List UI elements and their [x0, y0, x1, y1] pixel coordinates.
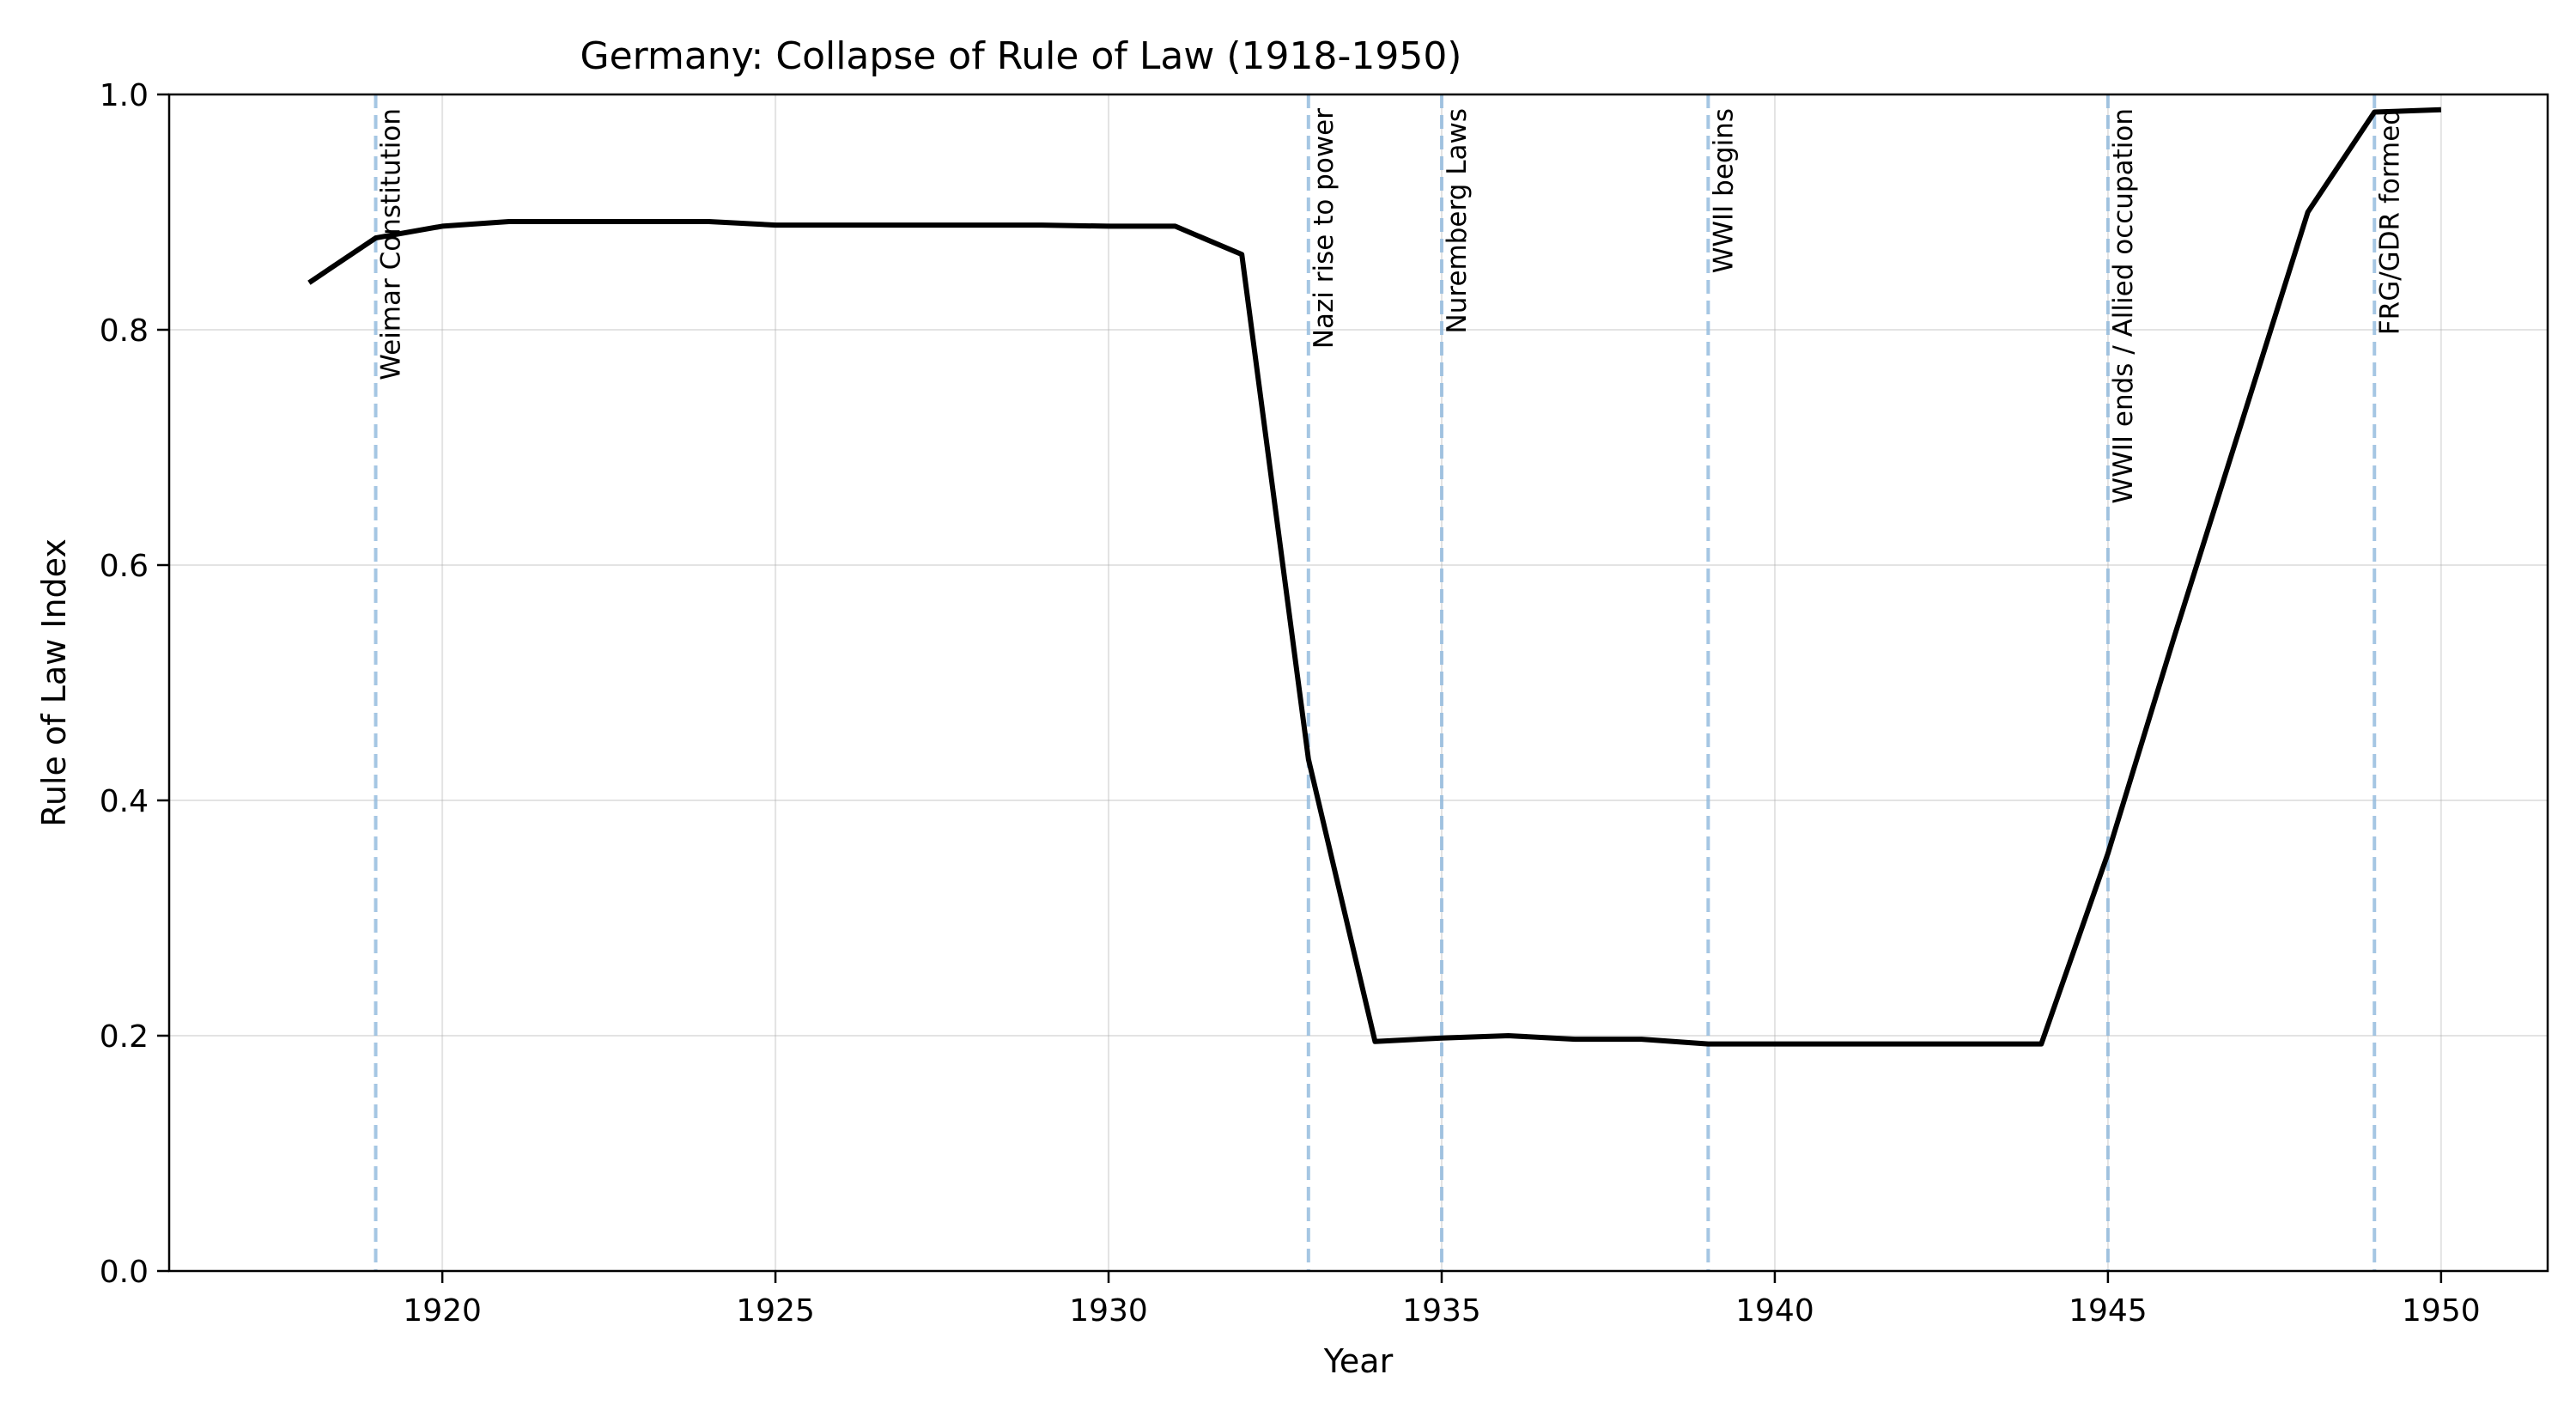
x-tick-label: 1930	[1069, 1293, 1148, 1329]
grid	[169, 94, 2548, 1272]
plot-frame	[167, 93, 2549, 1273]
event-annotation: FRG/GDR formed	[2374, 108, 2405, 335]
x-tick-label: 1940	[1735, 1293, 1814, 1329]
y-tick-label: 0.8	[100, 313, 149, 349]
y-axis-label: Rule of Law Index	[35, 538, 73, 827]
x-tick-label: 1925	[736, 1293, 815, 1329]
x-axis: 1920 1925 1930 1935 1940 1945 1950	[403, 1271, 2481, 1329]
x-tick-label: 1920	[403, 1293, 482, 1329]
chart-title: Germany: Collapse of Rule of Law (1918-1…	[580, 34, 1462, 78]
event-annotation: Nuremberg Laws	[1442, 108, 1473, 333]
series-line	[307, 106, 2442, 1047]
event-annotation: WWII begins	[1708, 108, 1739, 273]
y-axis: 0.0 0.2 0.4 0.6 0.8 1.0	[100, 78, 169, 1290]
x-tick-label: 1950	[2402, 1293, 2481, 1329]
x-axis-label: Year	[1323, 1342, 1394, 1380]
x-tick-label: 1945	[2069, 1293, 2148, 1329]
series-group	[307, 106, 2442, 1047]
event-markers: Weimar Constitution Nazi rise to power Nur…	[374, 94, 2405, 1271]
event-annotation: Weimar Constitution	[376, 108, 407, 380]
y-tick-label: 0.4	[100, 784, 149, 819]
event-annotation: WWII ends / Allied occupation	[2108, 108, 2139, 504]
y-tick-label: 1.0	[100, 78, 149, 113]
y-tick-label: 0.2	[100, 1019, 149, 1055]
x-tick-label: 1935	[1402, 1293, 1481, 1329]
y-tick-label: 0.0	[100, 1255, 149, 1290]
event-annotation: Nazi rise to power	[1309, 108, 1340, 349]
y-tick-label: 0.6	[100, 549, 149, 584]
